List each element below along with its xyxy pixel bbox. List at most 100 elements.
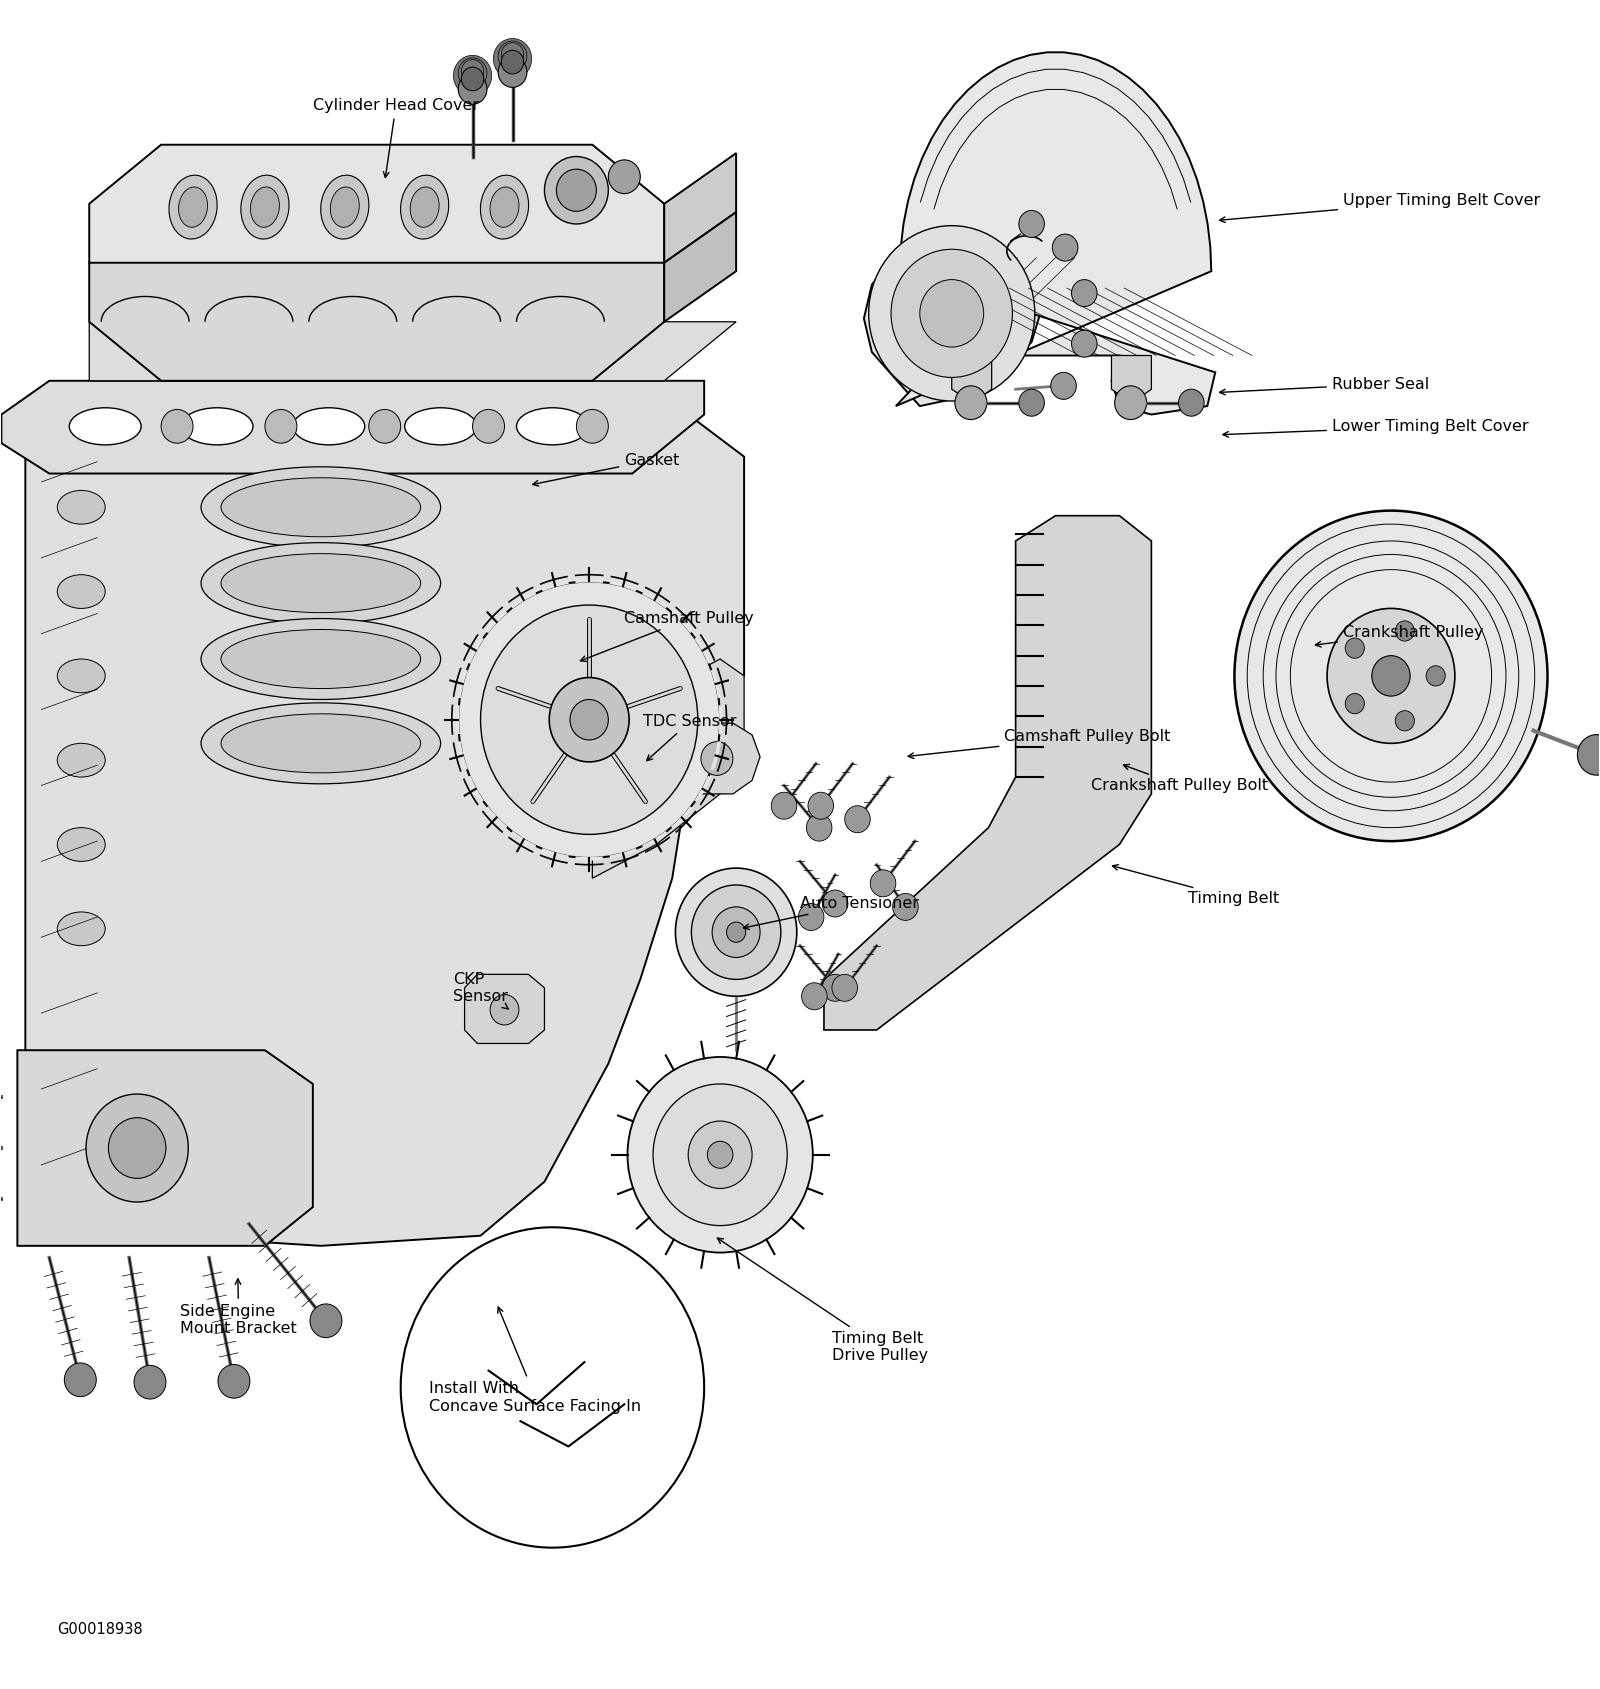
Circle shape [1019, 388, 1045, 415]
Circle shape [218, 1365, 250, 1398]
Circle shape [1051, 372, 1077, 399]
Circle shape [453, 56, 491, 96]
Circle shape [691, 885, 781, 980]
Polygon shape [90, 263, 664, 380]
Text: Crankshaft Pulley: Crankshaft Pulley [1315, 625, 1483, 647]
Circle shape [771, 792, 797, 819]
Ellipse shape [544, 157, 608, 225]
Circle shape [1053, 235, 1078, 262]
Ellipse shape [410, 187, 438, 228]
Circle shape [1395, 622, 1414, 642]
Circle shape [1235, 510, 1547, 841]
Circle shape [707, 1142, 733, 1169]
Ellipse shape [557, 169, 597, 211]
Text: Timing Belt: Timing Belt [1112, 865, 1280, 905]
Ellipse shape [480, 176, 528, 240]
Circle shape [490, 995, 518, 1025]
Text: G00018938: G00018938 [58, 1621, 142, 1637]
Ellipse shape [242, 176, 290, 240]
Circle shape [893, 893, 918, 921]
Circle shape [1346, 694, 1365, 714]
Circle shape [1426, 665, 1445, 686]
Circle shape [955, 385, 987, 419]
Circle shape [755, 975, 781, 1002]
Circle shape [1072, 280, 1098, 307]
Circle shape [794, 983, 819, 1010]
Circle shape [653, 1084, 787, 1226]
Text: Upper Timing Belt Cover: Upper Timing Belt Cover [1219, 193, 1541, 223]
Circle shape [726, 922, 746, 942]
Circle shape [891, 250, 1013, 377]
Ellipse shape [179, 187, 208, 228]
Polygon shape [464, 975, 544, 1044]
Ellipse shape [58, 912, 106, 946]
Polygon shape [2, 380, 704, 473]
Circle shape [675, 868, 797, 997]
Circle shape [1371, 655, 1410, 696]
Text: Timing Belt
Drive Pulley: Timing Belt Drive Pulley [717, 1238, 928, 1363]
Circle shape [458, 74, 486, 105]
Circle shape [1019, 211, 1045, 238]
Text: Side Engine
Mount Bracket: Side Engine Mount Bracket [181, 1279, 298, 1336]
Circle shape [1395, 711, 1414, 731]
Circle shape [1179, 388, 1205, 415]
Circle shape [501, 51, 523, 74]
Text: Rubber Seal: Rubber Seal [1219, 377, 1429, 395]
Polygon shape [592, 659, 744, 878]
Text: Crankshaft Pulley Bolt: Crankshaft Pulley Bolt [1091, 765, 1267, 792]
Text: Camshaft Pulley: Camshaft Pulley [581, 611, 754, 662]
Circle shape [472, 409, 504, 443]
Circle shape [755, 890, 781, 917]
Circle shape [869, 792, 894, 819]
Ellipse shape [293, 407, 365, 444]
Ellipse shape [69, 407, 141, 444]
Circle shape [1326, 608, 1454, 743]
Circle shape [498, 41, 526, 71]
Polygon shape [26, 414, 744, 1246]
Circle shape [368, 409, 400, 443]
Ellipse shape [202, 618, 440, 699]
Ellipse shape [58, 574, 106, 608]
Circle shape [493, 39, 531, 79]
Circle shape [790, 904, 816, 931]
Circle shape [576, 409, 608, 443]
Circle shape [310, 1304, 342, 1338]
Polygon shape [18, 1051, 314, 1246]
Ellipse shape [400, 176, 448, 240]
Ellipse shape [221, 478, 421, 537]
Text: Install With
Concave Surface Facing In: Install With Concave Surface Facing In [429, 1307, 642, 1414]
Circle shape [64, 1363, 96, 1397]
Ellipse shape [330, 187, 360, 228]
Text: Lower Timing Belt Cover: Lower Timing Belt Cover [1222, 419, 1528, 437]
Text: Cylinder Head Cover: Cylinder Head Cover [314, 98, 478, 177]
Circle shape [458, 581, 720, 858]
Polygon shape [664, 154, 736, 263]
Polygon shape [90, 145, 664, 323]
Ellipse shape [221, 630, 421, 689]
Circle shape [86, 1094, 189, 1203]
Polygon shape [896, 52, 1216, 414]
Ellipse shape [181, 407, 253, 444]
Circle shape [920, 280, 984, 346]
Circle shape [627, 1057, 813, 1253]
Circle shape [461, 68, 483, 91]
Circle shape [800, 814, 826, 841]
Polygon shape [664, 213, 736, 323]
Ellipse shape [202, 466, 440, 547]
Polygon shape [824, 515, 1152, 1030]
Circle shape [688, 1121, 752, 1189]
Circle shape [458, 57, 486, 88]
Circle shape [549, 677, 629, 762]
Circle shape [480, 605, 698, 834]
Text: Auto Tensioner: Auto Tensioner [744, 897, 918, 929]
Ellipse shape [405, 407, 477, 444]
Ellipse shape [490, 187, 518, 228]
Ellipse shape [202, 542, 440, 623]
Ellipse shape [517, 407, 589, 444]
Polygon shape [672, 723, 760, 794]
Circle shape [1578, 735, 1600, 775]
Circle shape [1072, 331, 1098, 356]
Circle shape [266, 409, 298, 443]
Circle shape [712, 907, 760, 958]
Ellipse shape [58, 659, 106, 692]
